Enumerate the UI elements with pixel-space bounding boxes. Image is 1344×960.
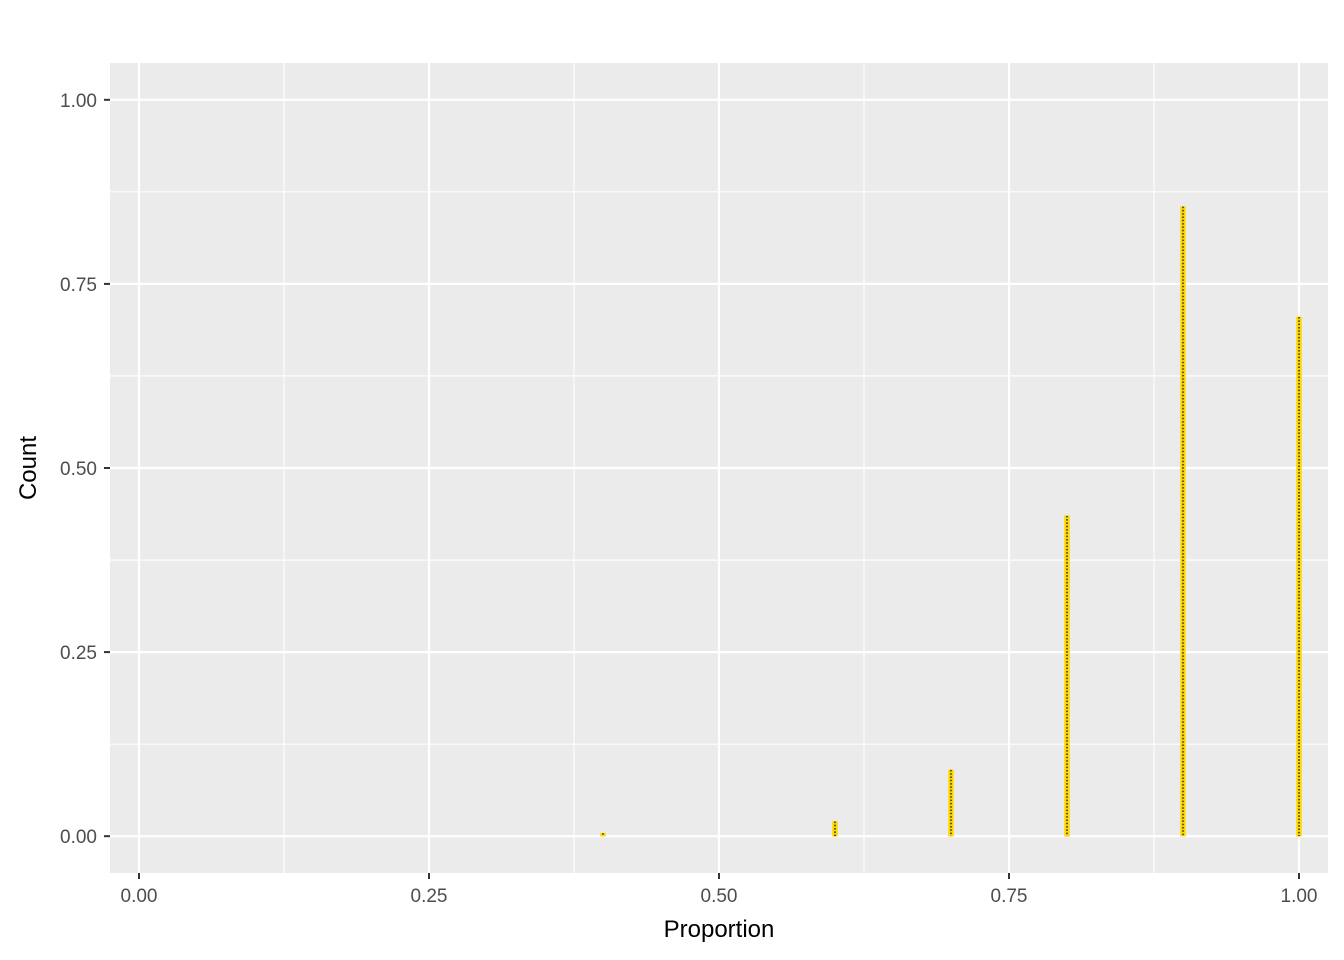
y-axis-title: Count <box>15 436 42 500</box>
x-axis: 0.00 0.25 0.50 0.75 1.00 <box>121 873 1318 907</box>
data-columns <box>600 206 1302 837</box>
y-tick-label: 0.00 <box>60 827 97 848</box>
dot-column <box>1064 515 1070 837</box>
y-tick-label: 0.75 <box>60 275 97 296</box>
y-tick-label: 0.25 <box>60 643 97 664</box>
x-tick-label: 0.50 <box>701 886 738 907</box>
y-axis: 0.00 0.25 0.50 0.75 1.00 <box>60 91 110 848</box>
x-tick-label: 1.00 <box>1281 886 1318 907</box>
x-tick-label: 0.75 <box>991 886 1028 907</box>
grid-major <box>110 63 1328 873</box>
dot-column <box>1296 316 1302 837</box>
x-tick-label: 0.25 <box>411 886 448 907</box>
y-tick-label: 1.00 <box>60 91 97 112</box>
x-tick-label: 0.00 <box>121 886 158 907</box>
x-axis-title: Proportion <box>664 916 775 943</box>
y-tick-label: 0.50 <box>60 459 97 480</box>
